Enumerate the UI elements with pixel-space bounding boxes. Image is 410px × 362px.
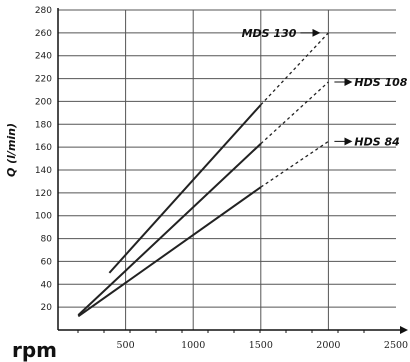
y-tick-label: 240 xyxy=(35,52,52,62)
labels: 20 40 60 80 100 120 140 160 180 200 220 240 260 280 50… xyxy=(5,6,408,362)
series-line-dashed xyxy=(260,140,329,188)
series-label: MDS 130 xyxy=(242,27,297,40)
y-tick-label: 140 xyxy=(35,166,52,176)
grid xyxy=(58,9,396,330)
y-tick-label: 80 xyxy=(41,235,53,245)
x-tick-label: 1500 xyxy=(249,340,273,351)
y-tick-label: 220 xyxy=(35,75,52,85)
y-tick-label: 180 xyxy=(35,120,52,130)
series-line-dashed xyxy=(260,32,329,106)
y-tick-label: 20 xyxy=(41,303,53,313)
y-tick-label: 40 xyxy=(41,280,53,290)
x-tick-label: 500 xyxy=(117,340,135,351)
y-tick-label: 200 xyxy=(35,97,52,107)
series-line xyxy=(108,104,262,274)
series-line-dashed xyxy=(260,81,329,145)
y-tick-label: 60 xyxy=(41,257,53,267)
series-label: HDS 108 xyxy=(354,76,407,89)
x-tick-label: 1000 xyxy=(181,340,205,351)
series-lines xyxy=(77,32,329,318)
series-line xyxy=(77,142,262,316)
series-label: HDS 84 xyxy=(354,135,399,148)
y-tick-label: 120 xyxy=(35,189,52,199)
x-tick-label: 2000 xyxy=(316,340,340,351)
y-tick-label: 260 xyxy=(35,29,52,39)
y-tick-label: 280 xyxy=(35,6,52,16)
axes xyxy=(57,8,408,334)
y-tick-label: 100 xyxy=(35,212,52,222)
x-axis-arrow xyxy=(400,326,408,334)
y-tick-label: 160 xyxy=(35,143,52,153)
x-axis-title: rpm xyxy=(12,338,57,362)
y-axis-title: Q (l/min) xyxy=(5,123,18,177)
series-line xyxy=(77,186,262,318)
x-tick-label: 2500 xyxy=(384,340,408,351)
